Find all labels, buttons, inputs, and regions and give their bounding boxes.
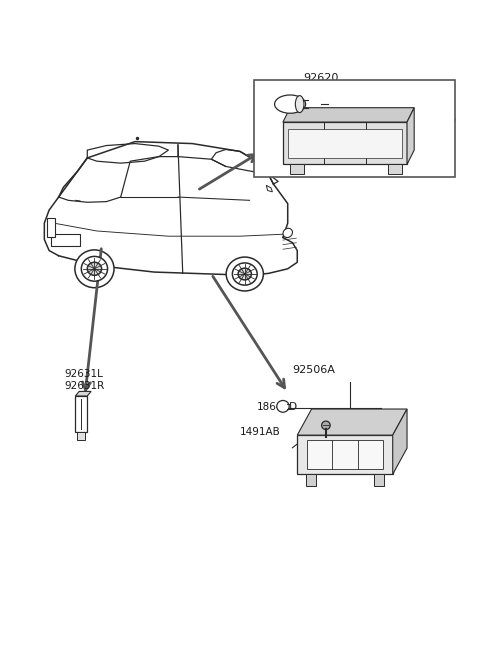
Text: 92620: 92620 xyxy=(303,73,339,83)
Bar xyxy=(47,218,55,238)
Bar xyxy=(306,474,316,486)
Ellipse shape xyxy=(275,95,306,113)
Text: 92506A: 92506A xyxy=(292,365,336,375)
Ellipse shape xyxy=(277,400,289,412)
Ellipse shape xyxy=(322,421,330,430)
Polygon shape xyxy=(283,107,414,122)
Polygon shape xyxy=(297,409,407,435)
Polygon shape xyxy=(266,185,273,192)
Text: 18643D: 18643D xyxy=(257,402,298,412)
Bar xyxy=(373,474,384,486)
Bar xyxy=(75,396,87,432)
Ellipse shape xyxy=(226,257,264,291)
Polygon shape xyxy=(297,435,393,474)
Bar xyxy=(51,234,80,246)
Polygon shape xyxy=(393,409,407,474)
Polygon shape xyxy=(407,107,414,164)
Polygon shape xyxy=(75,392,91,396)
Ellipse shape xyxy=(87,262,102,275)
Bar xyxy=(254,80,455,178)
Bar xyxy=(307,440,383,469)
Bar xyxy=(288,128,402,158)
Ellipse shape xyxy=(295,96,304,113)
Text: 18645B: 18645B xyxy=(417,114,457,124)
Ellipse shape xyxy=(232,263,257,285)
Bar xyxy=(77,432,85,440)
Text: 92631R: 92631R xyxy=(64,381,105,391)
Ellipse shape xyxy=(283,229,292,238)
Ellipse shape xyxy=(81,256,108,281)
Polygon shape xyxy=(283,122,407,164)
Ellipse shape xyxy=(238,268,252,280)
Text: 1491AB: 1491AB xyxy=(240,427,281,437)
Ellipse shape xyxy=(75,250,114,288)
Bar xyxy=(290,164,304,174)
Bar xyxy=(388,164,402,174)
Text: 92631L: 92631L xyxy=(64,369,103,379)
